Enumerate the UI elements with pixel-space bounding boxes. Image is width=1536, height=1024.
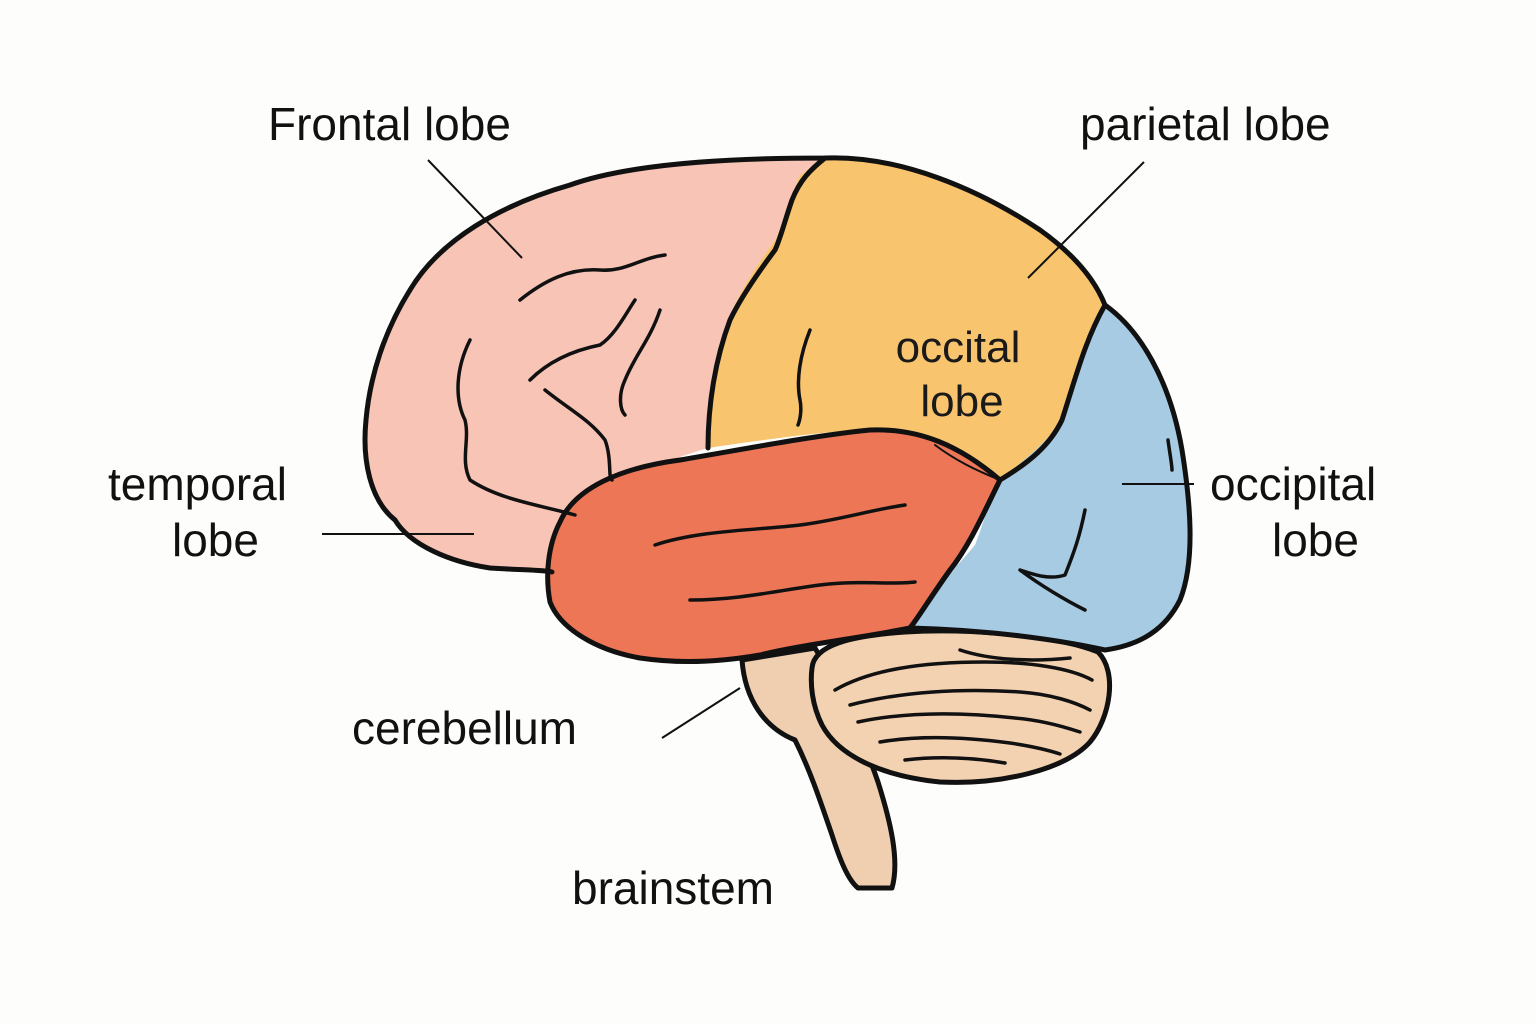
temporal-lobe-label-line1: temporal — [108, 458, 287, 510]
leader-lines — [322, 159, 1194, 739]
brain-outline — [362, 155, 1193, 653]
cerebellum-label: cerebellum — [352, 702, 577, 754]
brainstem-label: brainstem — [572, 862, 774, 914]
occipital-lobe-label-line2: lobe — [1272, 514, 1359, 566]
parietal-lobe-region — [707, 157, 1105, 480]
frontal-folds — [456, 253, 667, 517]
temporal-folds — [653, 503, 917, 602]
temporal-lobe-label-line2: lobe — [172, 514, 259, 566]
occital-lobe-label-line2: lobe — [920, 377, 1003, 426]
cerebellum-region — [808, 628, 1112, 785]
frontal-lobe-label: Frontal lobe — [268, 98, 511, 150]
occipital-lobe-label-line1: occipital — [1210, 458, 1376, 510]
occipital-lobe-region — [910, 305, 1191, 650]
frontal-lobe-region — [365, 158, 825, 572]
occital-lobe-label-line1: occital — [896, 323, 1021, 372]
parietal-lobe-label: parietal lobe — [1080, 98, 1331, 150]
cerebellum-folds — [833, 648, 1094, 765]
occipital-folds — [1018, 438, 1174, 612]
